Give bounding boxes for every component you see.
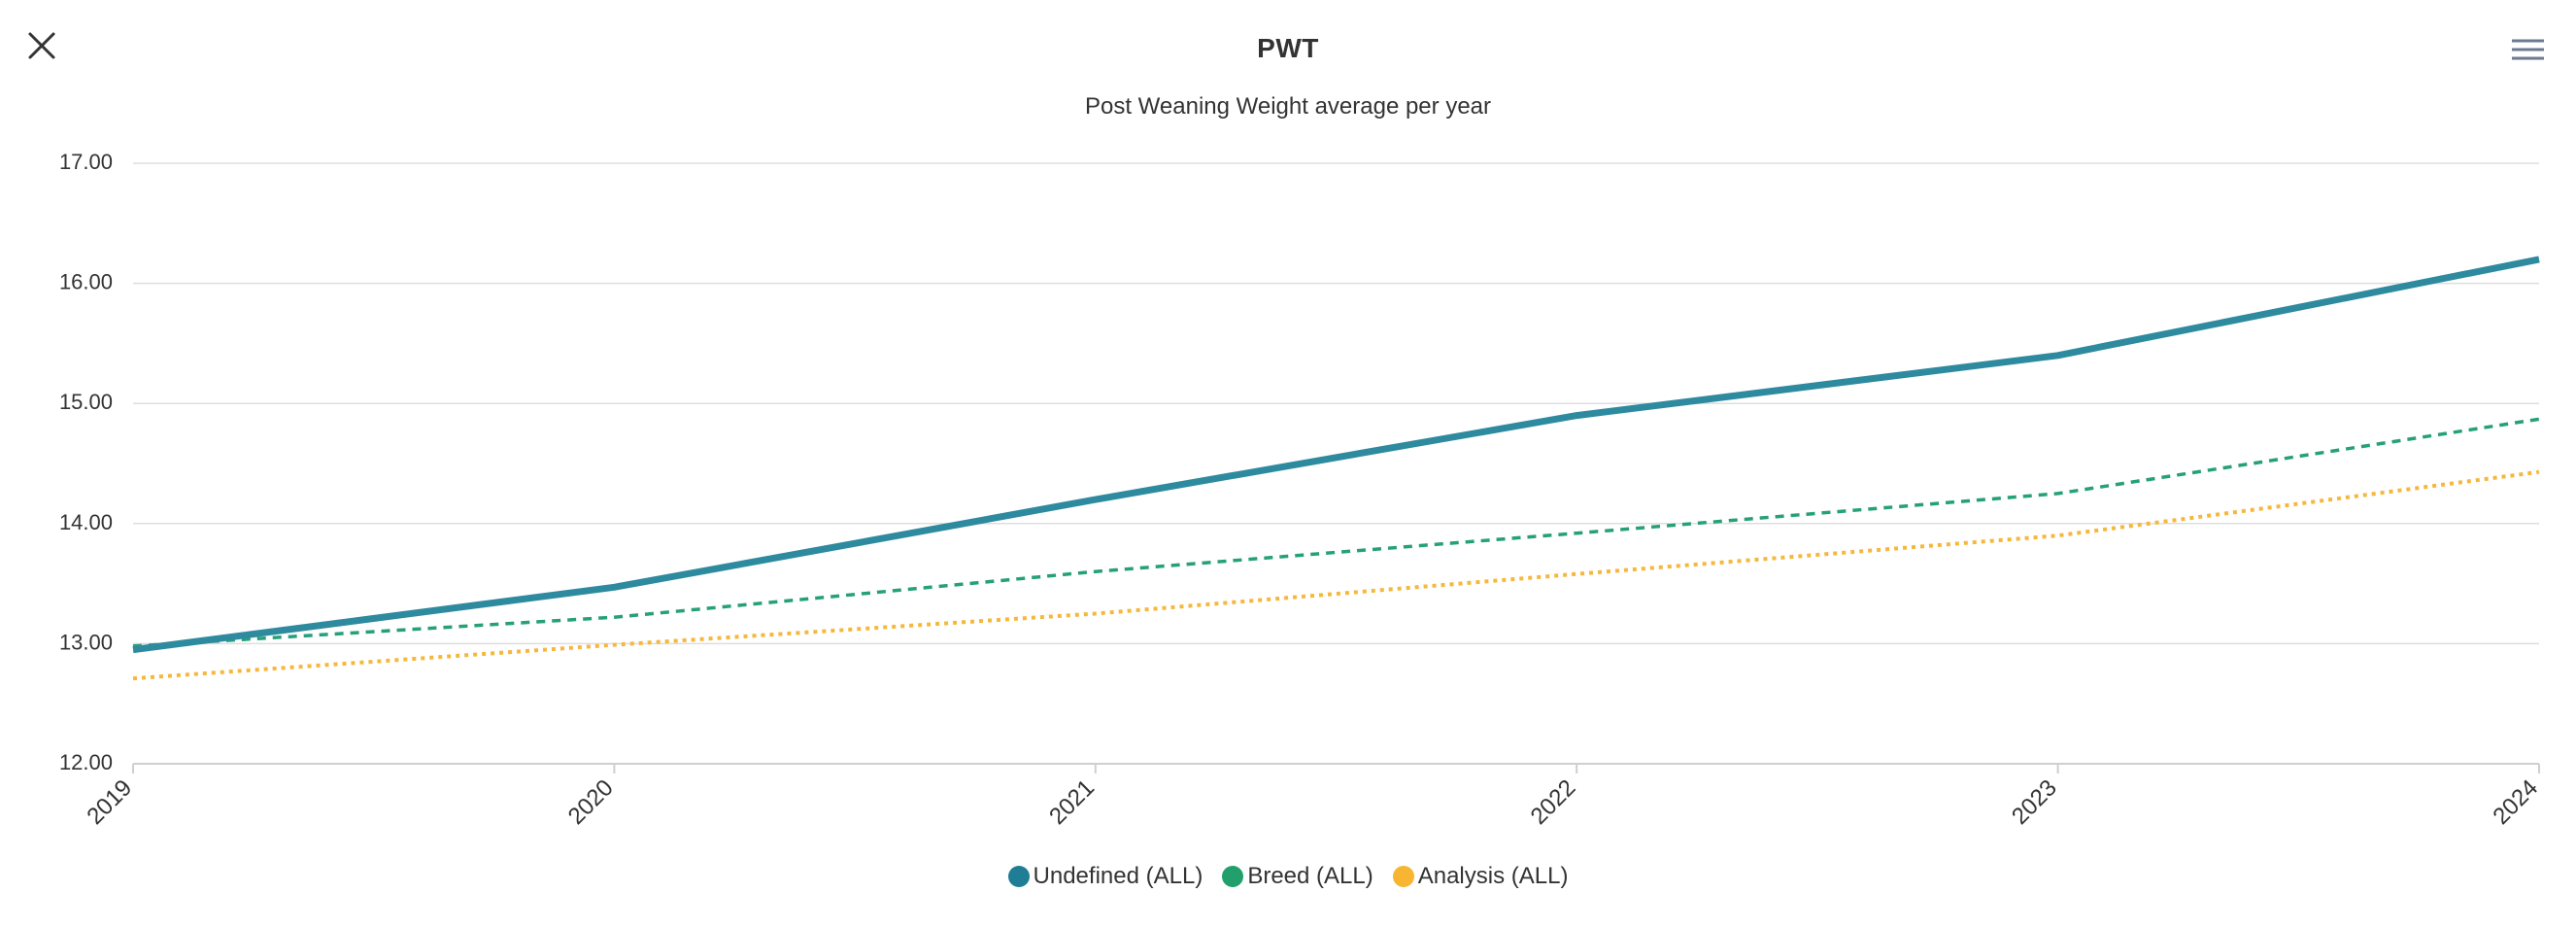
y-tick-label: 12.00 [59,750,113,774]
x-tick-label: 2020 [563,774,619,830]
x-tick-label: 2022 [1526,774,1581,830]
legend-item-breed-all[interactable]: Breed (ALL) [1222,863,1373,890]
hamburger-menu-icon [2512,39,2544,60]
legend-label: Undefined (ALL) [1033,863,1203,889]
chart-menu-button[interactable] [2500,21,2559,80]
series-line-undefined-all[interactable] [132,256,2540,654]
y-tick-label: 16.00 [59,270,113,294]
legend-item-undefined-all[interactable]: Undefined (ALL) [1007,863,1203,890]
chart-legend: Undefined (ALL) Breed (ALL) Analysis (ALL) [0,863,2576,890]
legend-marker-icon [1392,866,1414,887]
x-tick-label: 2024 [2488,774,2543,830]
chart-title: PWT [1257,33,1319,63]
x-tick-label: 2023 [2007,774,2062,830]
chart-subtitle: Post Weaning Weight average per year [1084,93,1492,120]
legend-label: Breed (ALL) [1247,863,1373,889]
y-tick-label: 15.00 [59,390,113,414]
legend-label: Analysis (ALL) [1417,863,1569,889]
x-tick-label: 2019 [82,774,137,830]
y-tick-label: 14.00 [59,510,113,534]
close-icon [28,32,55,59]
legend-marker-icon [1222,866,1244,887]
series-line-analysis-all[interactable] [132,469,2540,681]
legend-item-analysis-all[interactable]: Analysis (ALL) [1392,863,1569,890]
close-button[interactable] [17,21,66,70]
y-tick-label: 13.00 [59,630,113,654]
x-tick-label: 2021 [1044,774,1100,830]
series-line-breed-all[interactable] [132,417,2540,648]
legend-marker-icon [1007,866,1030,887]
y-tick-label: 17.00 [59,150,113,174]
